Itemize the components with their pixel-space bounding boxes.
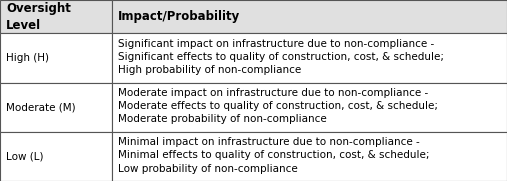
FancyBboxPatch shape [112, 33, 507, 83]
Text: Significant impact on infrastructure due to non-compliance -
Significant effects: Significant impact on infrastructure due… [118, 39, 444, 75]
FancyBboxPatch shape [112, 132, 507, 181]
FancyBboxPatch shape [112, 83, 507, 132]
Text: Oversight
Level: Oversight Level [6, 2, 71, 32]
FancyBboxPatch shape [0, 0, 112, 33]
FancyBboxPatch shape [0, 132, 112, 181]
Text: Moderate (M): Moderate (M) [6, 102, 76, 112]
Text: Impact/Probability: Impact/Probability [118, 10, 240, 23]
FancyBboxPatch shape [0, 83, 112, 132]
Text: Low (L): Low (L) [6, 151, 44, 161]
Text: Minimal impact on infrastructure due to non-compliance -
Minimal effects to qual: Minimal impact on infrastructure due to … [118, 137, 429, 174]
Text: Moderate impact on infrastructure due to non-compliance -
Moderate effects to qu: Moderate impact on infrastructure due to… [118, 88, 438, 125]
FancyBboxPatch shape [0, 33, 112, 83]
FancyBboxPatch shape [112, 0, 507, 33]
Text: High (H): High (H) [6, 53, 49, 63]
